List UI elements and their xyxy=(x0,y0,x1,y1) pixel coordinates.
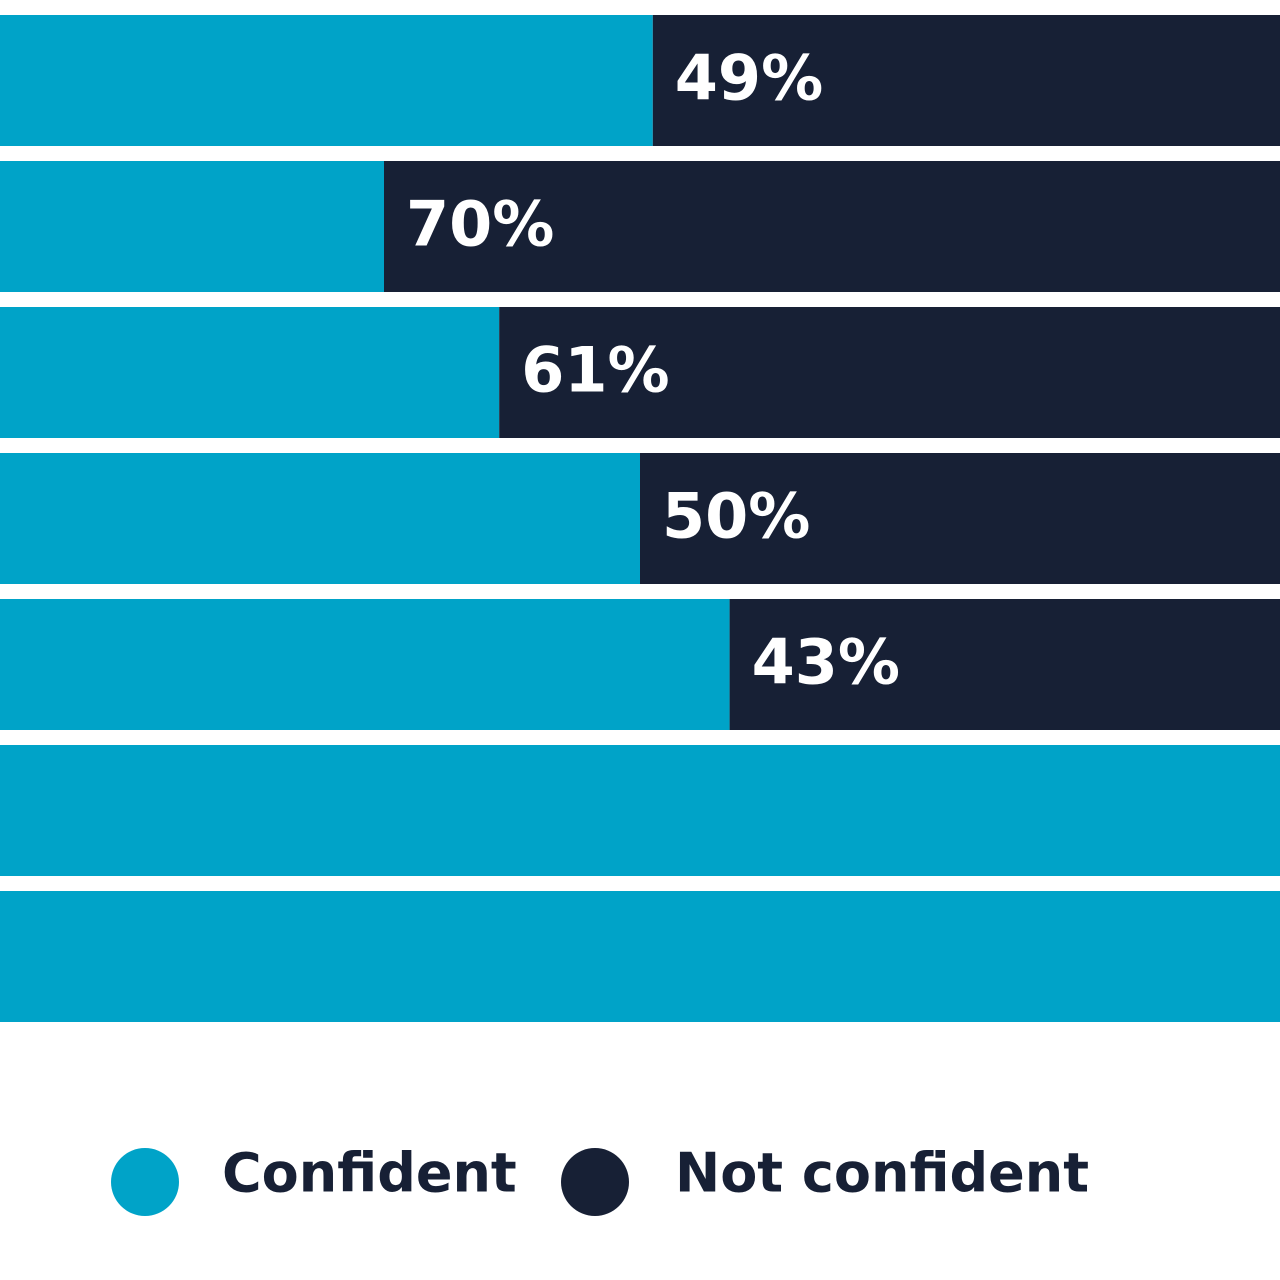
bar-segment xyxy=(0,745,1280,876)
bar-segment xyxy=(0,453,640,584)
bar-segment xyxy=(0,161,384,292)
bar-segment xyxy=(0,15,653,146)
value-label: 50% xyxy=(662,480,810,553)
bar-segment xyxy=(640,453,1280,584)
value-label: 70% xyxy=(406,188,554,261)
bar-segment xyxy=(499,307,1280,438)
legend-label: Not confident xyxy=(675,1142,1089,1205)
legend-label: Confident xyxy=(222,1142,517,1205)
bar-segment xyxy=(0,307,500,438)
legend-swatch xyxy=(111,1148,179,1216)
value-label: 61% xyxy=(521,334,669,407)
bar-segment xyxy=(384,161,1280,292)
bar-segment xyxy=(652,15,1280,146)
value-label: 43% xyxy=(752,626,900,699)
bar-segment xyxy=(0,599,730,730)
legend-swatch xyxy=(561,1148,629,1216)
value-label: 49% xyxy=(675,42,823,115)
bar-segment xyxy=(729,599,1280,730)
bar-segment xyxy=(0,891,1280,1022)
